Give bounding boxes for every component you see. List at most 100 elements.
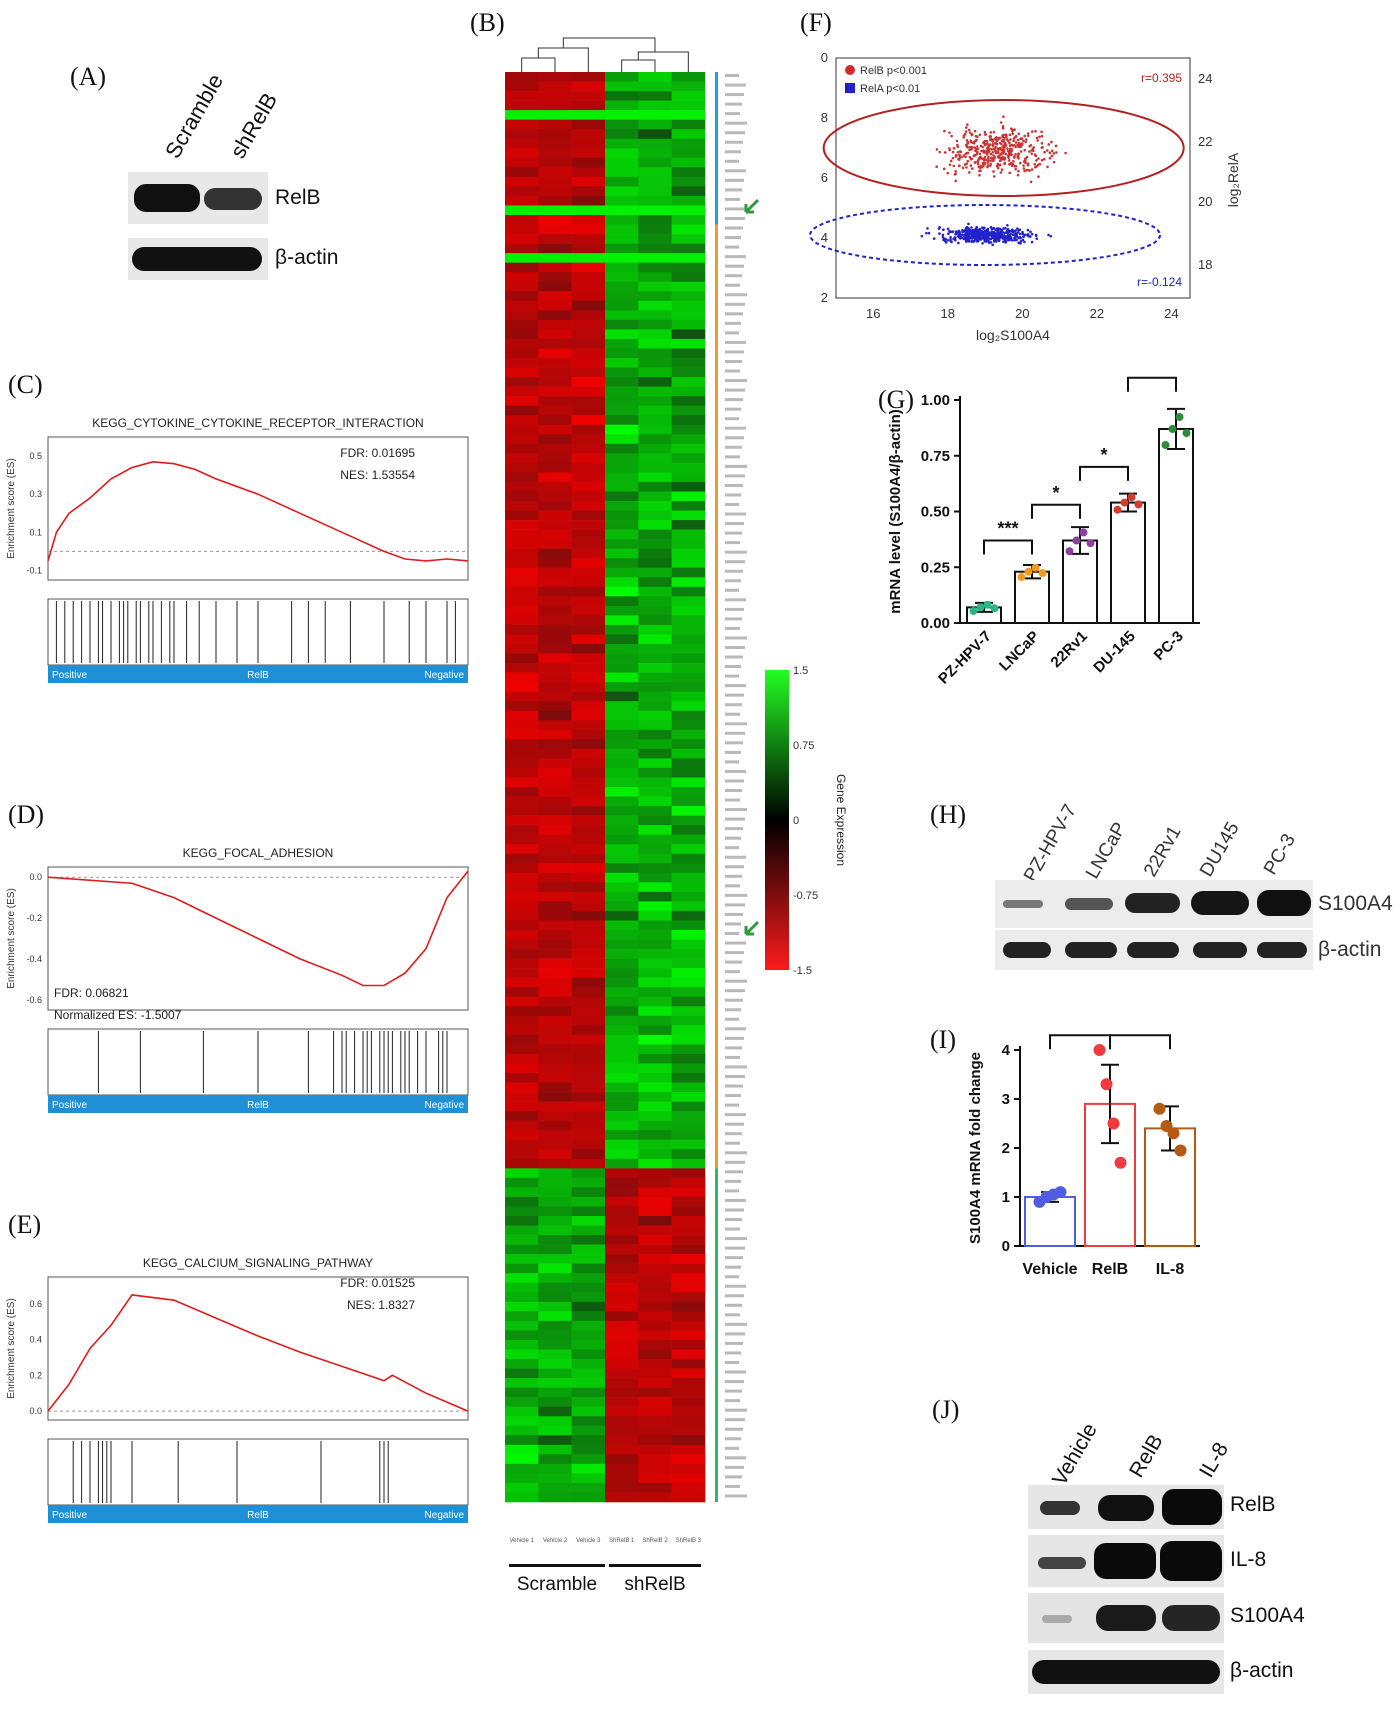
heatmap-cell bbox=[571, 262, 606, 273]
heatmap-cell bbox=[505, 472, 539, 483]
heatmap-cell bbox=[605, 1025, 639, 1036]
heatmap-cell bbox=[605, 844, 639, 855]
heatmap-cell bbox=[538, 358, 572, 368]
heatmap-cell bbox=[638, 1006, 672, 1017]
lane-label-vehicle: Vehicle bbox=[1048, 1419, 1102, 1490]
heatmap-cell bbox=[571, 634, 606, 645]
scatter-point-rela bbox=[999, 232, 1003, 236]
scatter-point-relb bbox=[1034, 154, 1038, 158]
heatmap-cell bbox=[671, 567, 706, 578]
scatter-point-relb bbox=[970, 148, 973, 151]
heatmap-cell bbox=[571, 481, 606, 492]
scatter-point-rela bbox=[949, 238, 952, 241]
heatmap-cell bbox=[538, 348, 572, 359]
heatmap-cell bbox=[538, 577, 572, 588]
heatmap-cell bbox=[538, 1320, 572, 1331]
scatter-point-relb bbox=[938, 150, 942, 154]
heatmap-cell bbox=[638, 710, 672, 721]
scatter-point-relb bbox=[979, 169, 982, 173]
scatter-point-relb bbox=[1026, 134, 1030, 138]
gene-name-placeholder bbox=[725, 464, 747, 468]
scatter-point-rela bbox=[978, 228, 981, 232]
heatmap-cell bbox=[538, 1301, 572, 1312]
heatmap-cell bbox=[605, 748, 639, 759]
gene-name-placeholder bbox=[725, 1399, 740, 1403]
heatmap-cell bbox=[571, 167, 606, 178]
gene-name-placeholder bbox=[725, 236, 741, 240]
heatmap-cell bbox=[571, 1473, 606, 1484]
heatmap-cell bbox=[505, 1368, 539, 1379]
enrichment-curve bbox=[47, 460, 469, 562]
scatter-point-relb bbox=[986, 161, 990, 164]
rank-negative: Negative bbox=[425, 1100, 465, 1111]
heatmap-cell bbox=[671, 1034, 706, 1045]
scatter-point-relb bbox=[952, 164, 956, 168]
heatmap-cell bbox=[505, 720, 539, 731]
scatter-point-relb bbox=[948, 163, 952, 167]
data-point bbox=[1182, 429, 1191, 438]
heatmap-cell bbox=[605, 1320, 639, 1331]
scatter-point-relb bbox=[971, 167, 974, 170]
heatmap-cell bbox=[505, 1034, 539, 1045]
scatter-point-rela bbox=[967, 234, 970, 238]
y-tick-label: 0.00 bbox=[921, 615, 950, 632]
significance-label: * bbox=[1100, 445, 1107, 465]
heatmap-cell bbox=[505, 1244, 539, 1255]
heatmap-cell bbox=[505, 358, 539, 368]
lane-label: LNCaP bbox=[1082, 818, 1131, 883]
heatmap-cell bbox=[538, 691, 572, 702]
heatmap-cell bbox=[505, 872, 539, 883]
heatmap-cell bbox=[671, 272, 706, 283]
scatter-point-relb bbox=[1037, 175, 1040, 179]
heatmap-cell bbox=[605, 119, 639, 130]
plot-frame bbox=[47, 436, 469, 581]
gene-name-placeholder bbox=[725, 779, 744, 783]
heatmap-cell bbox=[538, 462, 572, 473]
heatmap-cell bbox=[538, 882, 572, 893]
x-tick-label: PC-3 bbox=[1151, 628, 1187, 664]
scatter-point-relb bbox=[1026, 132, 1030, 135]
heatmap-cell bbox=[671, 1063, 706, 1074]
scatter-point-rela bbox=[970, 234, 974, 238]
scatter-point-relb bbox=[992, 130, 996, 134]
heatmap-cell bbox=[605, 767, 639, 778]
scatter-point-relb bbox=[1008, 162, 1012, 166]
heatmap-cell bbox=[571, 1435, 606, 1446]
heatmap-cell bbox=[638, 577, 672, 588]
bar bbox=[1110, 501, 1146, 624]
scatter-point-relb bbox=[966, 151, 970, 155]
heatmap-cell bbox=[571, 148, 606, 159]
heatmap-cell bbox=[671, 510, 706, 521]
gene-name-placeholder bbox=[725, 283, 740, 287]
scatter-point-relb bbox=[1008, 153, 1011, 157]
scatter-point-relb bbox=[948, 148, 951, 152]
heatmap-cell bbox=[505, 377, 539, 387]
heatmap-cell bbox=[605, 787, 639, 797]
heatmap-cell bbox=[638, 72, 672, 82]
y-tick-label: 0.25 bbox=[921, 559, 950, 576]
row-label-s100a4-j: S100A4 bbox=[1230, 1604, 1305, 1627]
heatmap-cell bbox=[505, 348, 539, 359]
heatmap-cell bbox=[605, 1111, 639, 1121]
heatmap-cell bbox=[571, 119, 606, 130]
heatmap-cell bbox=[671, 377, 706, 387]
scatter-point-relb bbox=[957, 153, 961, 157]
heatmap-cell bbox=[671, 1006, 706, 1017]
heatmap-cell bbox=[671, 529, 706, 540]
heatmap-cell bbox=[605, 863, 639, 874]
heatmap-cell bbox=[571, 110, 606, 120]
heatmap-cell bbox=[505, 987, 539, 998]
heatmap-cell bbox=[538, 987, 572, 998]
y-right-tick-label: 20 bbox=[1198, 194, 1212, 209]
heatmap-cell bbox=[505, 996, 539, 1007]
heatmap-cell bbox=[505, 767, 539, 778]
heatmap-cell bbox=[538, 262, 572, 273]
heatmap-cell bbox=[571, 1263, 606, 1274]
heatmap-cell bbox=[571, 720, 606, 731]
heatmap-cell bbox=[605, 1311, 639, 1322]
heatmap-cell bbox=[571, 1330, 606, 1341]
heatmap-cell bbox=[671, 729, 706, 740]
scatter-point-relb bbox=[987, 149, 991, 153]
heatmap-cell bbox=[538, 910, 572, 921]
